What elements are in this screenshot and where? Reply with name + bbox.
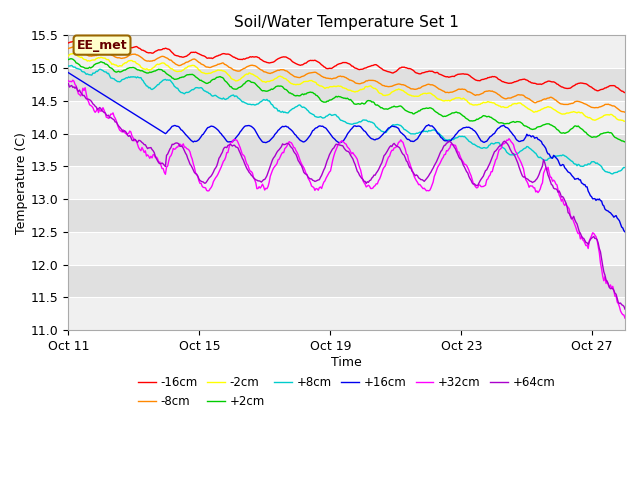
+64cm — [329, 146, 337, 152]
+8cm — [68, 62, 76, 68]
-16cm — [621, 90, 629, 96]
+16cm — [65, 70, 72, 75]
-2cm — [333, 84, 341, 89]
+2cm — [397, 103, 404, 109]
-2cm — [367, 83, 374, 89]
+32cm — [522, 177, 529, 182]
X-axis label: Time: Time — [332, 356, 362, 369]
Bar — [68, 101, 625, 133]
-2cm — [397, 87, 404, 93]
+8cm — [330, 112, 338, 118]
Bar — [68, 36, 625, 68]
+8cm — [609, 171, 616, 177]
+64cm — [608, 286, 616, 291]
+64cm — [65, 81, 72, 86]
+8cm — [65, 63, 72, 69]
+8cm — [522, 145, 529, 151]
+32cm — [609, 284, 616, 289]
+2cm — [65, 57, 72, 62]
-2cm — [69, 51, 77, 57]
+32cm — [621, 315, 629, 321]
+2cm — [367, 98, 374, 104]
+32cm — [333, 144, 341, 150]
+64cm — [396, 145, 403, 151]
+16cm — [365, 134, 373, 140]
+8cm — [397, 123, 404, 129]
Line: +8cm: +8cm — [68, 65, 625, 174]
+8cm — [610, 170, 618, 176]
Line: +64cm: +64cm — [68, 84, 625, 309]
-8cm — [621, 109, 629, 115]
+64cm — [332, 141, 340, 147]
Bar — [68, 68, 625, 101]
+32cm — [397, 137, 404, 143]
Legend: -16cm, -8cm, -2cm, +2cm, +8cm, +16cm, +32cm, +64cm: -16cm, -8cm, -2cm, +2cm, +8cm, +16cm, +3… — [133, 372, 560, 413]
Bar — [68, 232, 625, 264]
+16cm — [396, 128, 403, 134]
-16cm — [522, 77, 529, 83]
-16cm — [65, 40, 72, 46]
+16cm — [332, 138, 340, 144]
Line: +2cm: +2cm — [68, 59, 625, 142]
+8cm — [367, 119, 374, 125]
-2cm — [65, 53, 72, 59]
Line: -8cm: -8cm — [68, 47, 625, 112]
-8cm — [367, 77, 374, 83]
+2cm — [522, 123, 529, 129]
-16cm — [333, 62, 341, 68]
-8cm — [333, 74, 341, 80]
-2cm — [522, 104, 529, 110]
+2cm — [333, 94, 341, 100]
+16cm — [608, 211, 616, 217]
Bar — [68, 264, 625, 298]
-16cm — [609, 83, 616, 88]
-16cm — [330, 64, 338, 70]
-16cm — [397, 65, 404, 71]
-8cm — [65, 46, 72, 51]
Bar — [68, 167, 625, 199]
-16cm — [367, 63, 374, 69]
Bar — [68, 199, 625, 232]
+64cm — [521, 174, 529, 180]
+16cm — [329, 134, 337, 140]
+16cm — [621, 229, 629, 235]
-2cm — [330, 84, 338, 89]
+64cm — [621, 306, 629, 312]
+2cm — [621, 139, 629, 145]
Line: -2cm: -2cm — [68, 54, 625, 121]
+2cm — [330, 96, 338, 101]
-2cm — [621, 119, 629, 124]
Title: Soil/Water Temperature Set 1: Soil/Water Temperature Set 1 — [234, 15, 459, 30]
+2cm — [609, 132, 616, 138]
-8cm — [70, 44, 78, 50]
+2cm — [67, 56, 74, 61]
-8cm — [609, 103, 616, 109]
+32cm — [367, 186, 374, 192]
+32cm — [69, 77, 77, 83]
-8cm — [397, 82, 404, 87]
-8cm — [522, 95, 529, 100]
Line: -16cm: -16cm — [68, 41, 625, 93]
Line: +32cm: +32cm — [68, 80, 625, 318]
-16cm — [74, 38, 81, 44]
+8cm — [333, 114, 341, 120]
Y-axis label: Temperature (C): Temperature (C) — [15, 132, 28, 234]
Bar — [68, 298, 625, 330]
Line: +16cm: +16cm — [68, 72, 625, 232]
+64cm — [365, 178, 373, 183]
-8cm — [330, 75, 338, 81]
-2cm — [609, 112, 616, 118]
+8cm — [621, 165, 629, 170]
Bar — [68, 133, 625, 167]
Text: EE_met: EE_met — [77, 38, 127, 52]
+32cm — [65, 78, 72, 84]
+32cm — [330, 153, 338, 159]
+16cm — [521, 136, 529, 142]
